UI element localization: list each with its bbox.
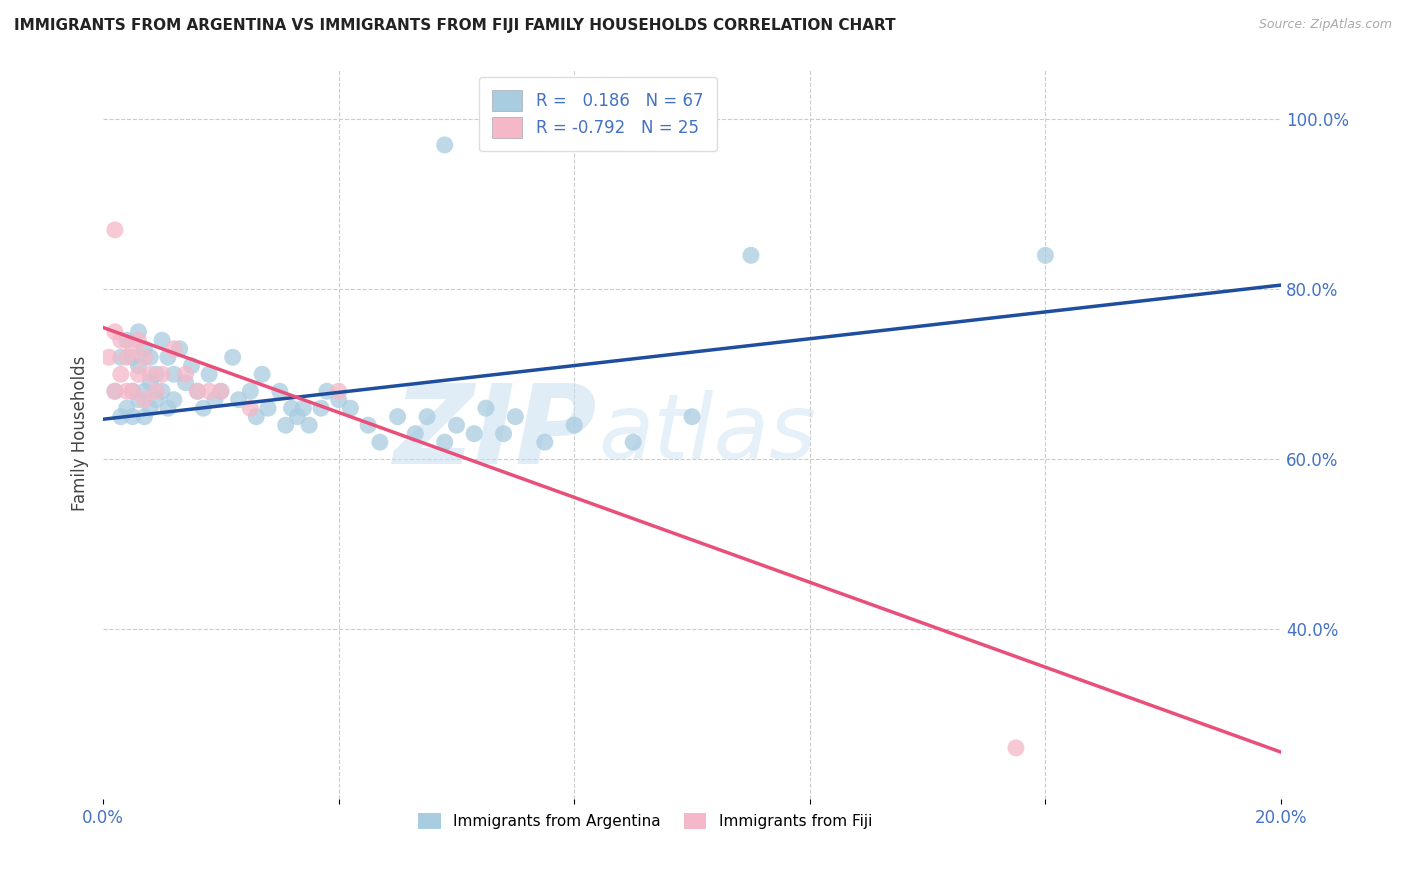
Y-axis label: Family Households: Family Households [72, 356, 89, 511]
Point [433, 137, 456, 152]
Point [257, 401, 280, 416]
Point [174, 376, 197, 390]
Point [127, 392, 149, 407]
Point [193, 401, 215, 416]
Point [186, 384, 208, 399]
Point [121, 342, 143, 356]
Point [328, 384, 350, 399]
Point [121, 351, 143, 365]
Point [209, 384, 232, 399]
Point [221, 351, 243, 365]
Legend: Immigrants from Argentina, Immigrants from Fiji: Immigrants from Argentina, Immigrants fr… [412, 806, 879, 835]
Point [145, 368, 167, 382]
Point [156, 401, 179, 416]
Point [115, 351, 138, 365]
Point [250, 368, 273, 382]
Point [134, 342, 156, 356]
Point [204, 392, 226, 407]
Point [357, 418, 380, 433]
Point [115, 333, 138, 347]
Text: ZIP: ZIP [394, 380, 598, 487]
Point [416, 409, 439, 424]
Point [134, 384, 156, 399]
Point [209, 384, 232, 399]
Point [150, 384, 173, 399]
Point [368, 435, 391, 450]
Point [127, 325, 149, 339]
Point [180, 359, 202, 373]
Point [446, 418, 468, 433]
Point [104, 384, 127, 399]
Point [269, 384, 291, 399]
Point [110, 351, 132, 365]
Point [139, 376, 162, 390]
Point [505, 409, 527, 424]
Point [239, 384, 262, 399]
Point [127, 368, 149, 382]
Point [121, 409, 143, 424]
Point [121, 384, 143, 399]
Point [404, 426, 426, 441]
Point [110, 409, 132, 424]
Point [475, 401, 498, 416]
Point [127, 359, 149, 373]
Point [280, 401, 302, 416]
Point [163, 392, 186, 407]
Point [387, 409, 409, 424]
Point [127, 333, 149, 347]
Point [287, 409, 309, 424]
Point [562, 418, 585, 433]
Point [433, 435, 456, 450]
Point [145, 384, 167, 399]
Point [239, 401, 262, 416]
Point [186, 384, 208, 399]
Text: IMMIGRANTS FROM ARGENTINA VS IMMIGRANTS FROM FIJI FAMILY HOUSEHOLDS CORRELATION : IMMIGRANTS FROM ARGENTINA VS IMMIGRANTS … [14, 18, 896, 33]
Point [104, 325, 127, 339]
Point [104, 384, 127, 399]
Point [163, 368, 186, 382]
Point [139, 401, 162, 416]
Point [198, 368, 221, 382]
Point [121, 384, 143, 399]
Point [1035, 248, 1057, 262]
Point [139, 368, 162, 382]
Point [104, 223, 127, 237]
Point [339, 401, 361, 416]
Point [740, 248, 762, 262]
Point [110, 368, 132, 382]
Point [681, 409, 703, 424]
Point [309, 401, 332, 416]
Point [98, 351, 121, 365]
Point [292, 401, 315, 416]
Text: atlas: atlas [598, 390, 815, 478]
Point [139, 351, 162, 365]
Point [274, 418, 297, 433]
Point [169, 342, 191, 356]
Point [134, 409, 156, 424]
Point [110, 333, 132, 347]
Point [245, 409, 267, 424]
Point [174, 368, 197, 382]
Point [298, 418, 321, 433]
Point [115, 401, 138, 416]
Point [533, 435, 555, 450]
Point [150, 368, 173, 382]
Point [492, 426, 515, 441]
Point [621, 435, 644, 450]
Point [316, 384, 339, 399]
Point [163, 342, 186, 356]
Point [150, 333, 173, 347]
Point [463, 426, 485, 441]
Point [156, 351, 179, 365]
Text: Source: ZipAtlas.com: Source: ZipAtlas.com [1258, 18, 1392, 31]
Point [228, 392, 250, 407]
Point [328, 392, 350, 407]
Point [198, 384, 221, 399]
Point [1005, 740, 1028, 755]
Point [134, 392, 156, 407]
Point [115, 384, 138, 399]
Point [134, 351, 156, 365]
Point [145, 392, 167, 407]
